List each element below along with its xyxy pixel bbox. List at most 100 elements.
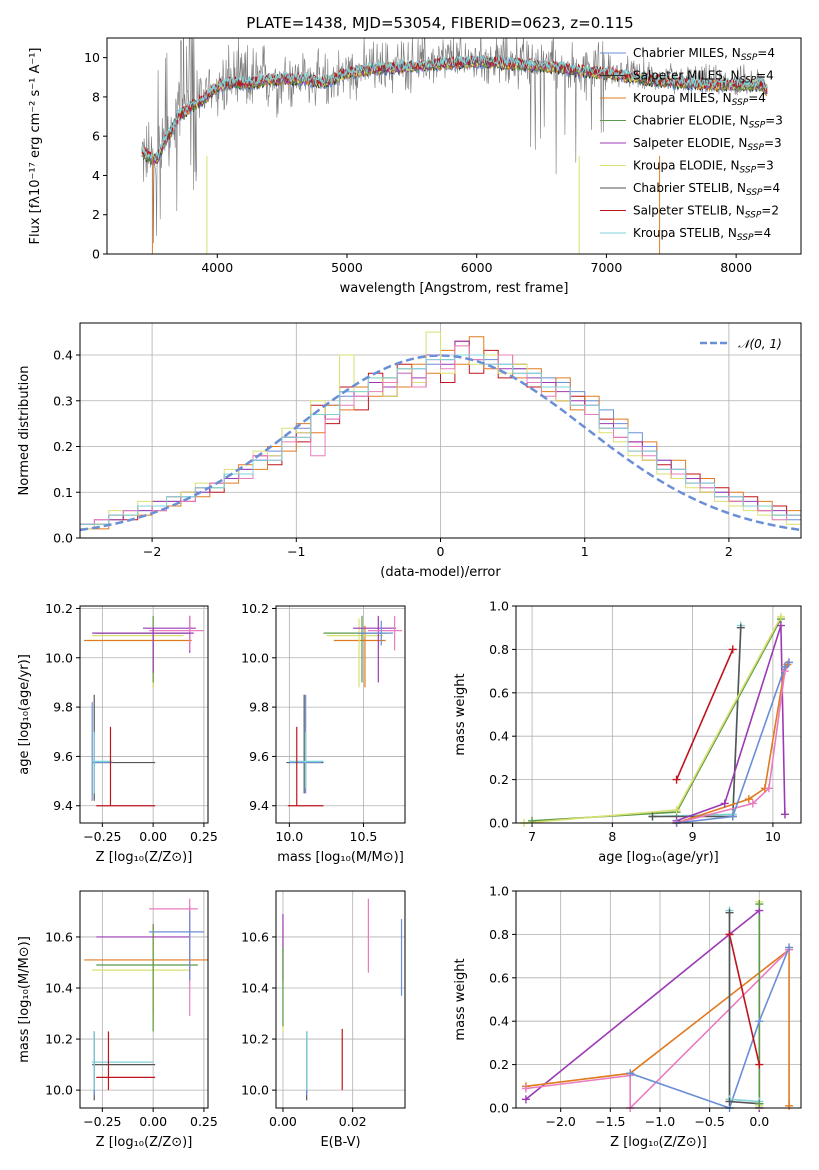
- errorbar-point: [96, 1031, 156, 1091]
- legend-sub: SSP: [732, 98, 749, 108]
- y-tick-label: 0.0: [489, 816, 509, 831]
- weight-marker: [728, 645, 737, 654]
- weight-marker: [755, 1017, 764, 1026]
- y-tick-label: 10.2: [45, 601, 73, 616]
- legend-entry: Kroupa ELODIE, NSSP=3: [633, 159, 774, 176]
- model-spectrum: [141, 53, 768, 162]
- errorbar-point: [289, 731, 324, 789]
- panel-spectrum: 4000 5000 6000 7000 8000 0 2 4 6 8 10 wavelength [A…: [28, 37, 802, 296]
- legend-label: Kroupa MILES, N: [633, 91, 732, 105]
- panel-residuals: −2 −1 0 1 2 0.0 0.1 0.2 0.3 0.4 (data-model)/error…: [17, 322, 802, 580]
- y-tick-label: 9.6: [53, 749, 73, 764]
- x-tick-label: 10.0: [275, 829, 303, 844]
- y-axis-label: age [log₁₀(age/yr)]: [17, 654, 32, 775]
- y-axis-label: mass [log₁₀(M/M⊙)]: [17, 936, 32, 1063]
- panel-mass-vs-Z: −0.25 0.00 0.25 10.0 10.2 10.4 10.6 Z [log₁₀(Z/…: [17, 890, 218, 1150]
- x-axis-label: wavelength [Angstrom, rest frame]: [340, 281, 569, 296]
- y-tick-label: 0.0: [489, 1101, 509, 1116]
- x-tick-label: 4000: [201, 260, 233, 275]
- y-tick-label: 10.2: [241, 601, 269, 616]
- x-tick-label: 0.02: [339, 1114, 367, 1129]
- errorbar-point: [92, 1031, 154, 1091]
- legend-entry: Salpeter STELIB, NSSP=2: [633, 204, 779, 221]
- x-tick-label: 0.00: [139, 1114, 167, 1129]
- y-tick-label: 10.6: [241, 929, 269, 944]
- y-tick-label: 4: [92, 168, 100, 183]
- y-tick-label: 0.2: [489, 1057, 509, 1072]
- x-tick-label: 10: [765, 829, 781, 844]
- legend-entry: Salpeter MILES, NSSP=4: [633, 69, 774, 86]
- x-tick-label: 9: [689, 829, 697, 844]
- weight-marker: [720, 799, 729, 808]
- weight-marker: [725, 1097, 734, 1106]
- histogram-series: [80, 331, 801, 530]
- axes-frame: [79, 322, 802, 539]
- y-tick-label: 10.2: [45, 1032, 73, 1047]
- x-axis-label: Z [log₁₀(Z/Z⊙)]: [96, 850, 193, 865]
- y-tick-label: 9.4: [53, 798, 73, 813]
- legend-label: Chabrier STELIB, N: [633, 181, 746, 195]
- errorbar-point: [92, 731, 113, 794]
- errorbar-point: [91, 702, 113, 801]
- legend-sub: SSP: [746, 188, 763, 198]
- weight-marker: [744, 795, 753, 804]
- y-tick-label: 0.2: [489, 772, 509, 787]
- weight-marker: [755, 1060, 764, 1069]
- x-axis-label: Z [log₁₀(Z/Z⊙)]: [610, 1135, 707, 1150]
- axes-frame: [79, 890, 209, 1109]
- legend-entry: Salpeter ELODIE, NSSP=3: [633, 136, 782, 153]
- axes-frame: [515, 890, 802, 1109]
- weight-marker: [755, 900, 764, 909]
- gaussian-curve: [80, 354, 801, 532]
- x-tick-label: 7000: [591, 260, 623, 275]
- plot-area-mass-vs-EBV: [282, 898, 403, 1101]
- y-tick-label: 10.2: [241, 1032, 269, 1047]
- y-tick-label: 10: [84, 50, 100, 65]
- figure-title: PLATE=1438, MJD=53054, FIBERID=0623, z=0…: [246, 14, 633, 32]
- weight-marker: [748, 799, 757, 808]
- legend-sub: SSP: [740, 166, 757, 176]
- x-tick-label: −0.25: [83, 829, 121, 844]
- weight-marker: [521, 1084, 530, 1093]
- weight-marker: [725, 908, 734, 917]
- legend-label: Chabrier MILES, N: [633, 46, 741, 60]
- weight-marker: [780, 810, 789, 819]
- x-tick-label: 0.00: [139, 829, 167, 844]
- legend-suffix: =4: [756, 69, 774, 83]
- weight-marker: [755, 1099, 764, 1108]
- y-tick-label: 9.8: [249, 700, 269, 715]
- legend-entry: 𝒩(0, 1): [738, 337, 782, 351]
- plot-area-residuals: [80, 331, 801, 532]
- y-axis-label: mass weight: [453, 673, 468, 755]
- x-axis-label: E(B-V): [320, 1135, 360, 1150]
- x-tick-label: 10.5: [350, 829, 378, 844]
- axes-frame: [515, 605, 802, 824]
- y-tick-label: 8: [92, 89, 100, 104]
- weight-marker: [736, 623, 745, 632]
- y-tick-label: 0.3: [53, 393, 73, 408]
- weight-series: [525, 947, 790, 1106]
- legend-label: Salpeter STELIB, N: [633, 204, 745, 218]
- y-tick-label: 0.8: [489, 927, 509, 942]
- weight-marker: [672, 775, 681, 784]
- legend-suffix: =4: [757, 46, 775, 60]
- x-tick-label: 1: [581, 544, 589, 559]
- legend-suffix: =4: [753, 226, 771, 240]
- legend-label: Salpeter ELODIE, N: [633, 136, 747, 150]
- y-tick-label: 0.0: [53, 531, 73, 546]
- legend-sub: SSP: [749, 121, 766, 131]
- legend-sub: SSP: [745, 211, 762, 221]
- x-tick-label: 6000: [461, 260, 493, 275]
- panel-weight-vs-Z: −2.0 −1.5 −1.0 −0.5 0.0 0.0 0.2 0.4 0.6 0.8 1.0 Z […: [453, 884, 802, 1150]
- legend-suffix: =4: [748, 91, 766, 105]
- weight-marker: [776, 621, 785, 630]
- legend-sub: SSP: [741, 53, 758, 63]
- x-tick-label: 0: [437, 544, 445, 559]
- y-tick-label: 0.4: [489, 1014, 509, 1029]
- weight-series: [525, 949, 790, 1108]
- legend-suffix: =4: [763, 181, 781, 195]
- x-tick-label: 8: [608, 829, 616, 844]
- x-tick-label: −1.0: [645, 1114, 675, 1129]
- y-tick-label: 0: [92, 247, 100, 262]
